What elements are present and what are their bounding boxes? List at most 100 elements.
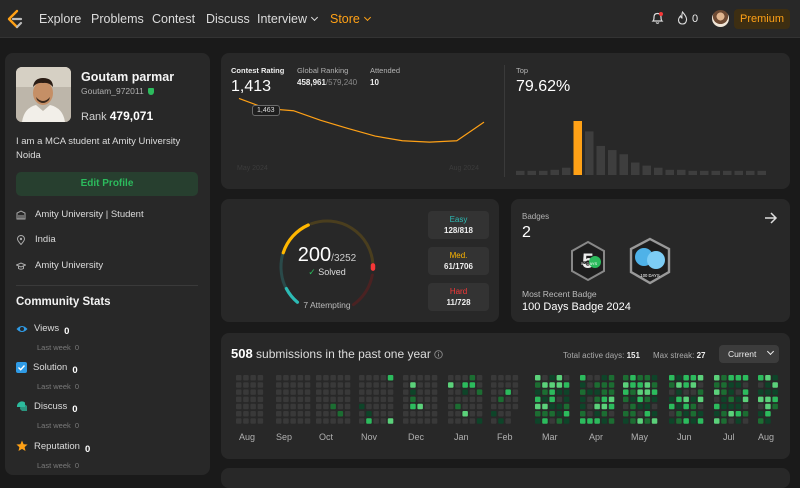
community-stats-title: Community Stats <box>16 296 111 308</box>
heatmap-cell <box>432 375 438 381</box>
card-divider <box>504 65 505 177</box>
heatmap-cell <box>721 389 727 395</box>
heatmap-cell <box>691 418 697 424</box>
heatmap-cell <box>652 411 658 417</box>
month-label: Apr <box>589 432 603 442</box>
heatmap-cell <box>276 382 282 388</box>
heatmap-cell <box>491 382 497 388</box>
heatmap-cell <box>669 382 675 388</box>
nav-problems[interactable]: Problems <box>91 12 144 26</box>
recent-badge-name: 100 Days Badge 2024 <box>522 301 631 313</box>
heatmap-cell <box>505 389 511 395</box>
nav-interview-label: Interview <box>257 12 307 26</box>
heatmap-cell <box>403 397 409 403</box>
premium-button[interactable]: Premium <box>734 9 790 29</box>
heatmap-cell <box>417 382 423 388</box>
heatmap-cell <box>609 411 615 417</box>
profile-bio: I am a MCA student at Amity University N… <box>16 135 201 163</box>
heatmap-cell <box>448 382 454 388</box>
heatmap-cell <box>594 404 600 410</box>
handle-text: Goutam_972011 <box>81 86 144 96</box>
heatmap-cell <box>417 397 423 403</box>
heatmap-cell <box>758 411 764 417</box>
hard-box[interactable]: Hard 11/728 <box>428 283 489 311</box>
heatmap-cell <box>728 411 734 417</box>
solved-value: 200 <box>298 244 331 266</box>
heatmap-cell <box>505 397 511 403</box>
heatmap-cell <box>623 382 629 388</box>
heatmap-cell <box>698 397 704 403</box>
histogram-bar <box>597 146 606 175</box>
easy-box[interactable]: Easy 128/818 <box>428 211 489 239</box>
heatmap-cell <box>683 404 689 410</box>
heatmap-cell <box>557 382 563 388</box>
stat-discuss-label: Discuss <box>34 401 67 412</box>
nav-store[interactable]: Store <box>330 12 370 26</box>
graduation-cap-icon <box>16 261 26 271</box>
heatmap-cell <box>330 418 336 424</box>
heatmap-cell <box>236 397 242 403</box>
heatmap-cell <box>587 397 593 403</box>
stat-solution-label: Solution <box>33 362 67 373</box>
heatmap-cell <box>645 375 651 381</box>
heatmap-cell <box>330 375 336 381</box>
edit-profile-button[interactable]: Edit Profile <box>16 172 198 196</box>
heatmap-cell <box>736 404 742 410</box>
nav-interview[interactable]: Interview <box>257 12 317 26</box>
year-select[interactable]: Current <box>719 345 779 363</box>
heatmap-cell <box>498 397 504 403</box>
heatmap-cell <box>250 411 256 417</box>
arrow-right-icon[interactable] <box>764 212 778 224</box>
heatmap-cell <box>580 389 586 395</box>
heatmap-cell <box>250 382 256 388</box>
heatmap-cell <box>425 397 431 403</box>
year-select-label: Current <box>728 349 756 359</box>
heatmap-cell <box>630 382 636 388</box>
heatmap-cell <box>714 389 720 395</box>
heatmap-cell <box>721 418 727 424</box>
heatmap-cell <box>373 404 379 410</box>
nav-explore[interactable]: Explore <box>39 12 81 26</box>
fire-streak-icon[interactable] <box>677 11 688 25</box>
heatmap-cell <box>542 418 548 424</box>
badge-100-days-icon[interactable]: 100 DAYS <box>627 237 673 285</box>
heatmap-cell <box>243 382 249 388</box>
nav-contest[interactable]: Contest <box>152 12 195 26</box>
leetcode-logo-icon[interactable] <box>6 9 24 29</box>
heatmap-cell <box>669 404 675 410</box>
heatmap-cell <box>330 411 336 417</box>
heatmap-cell <box>721 404 727 410</box>
heatmap-cell <box>535 389 541 395</box>
heatmap-cell <box>373 418 379 424</box>
heatmap-cell <box>345 411 351 417</box>
heatmap-cell <box>491 397 497 403</box>
heatmap-cell <box>373 382 379 388</box>
heatmap-cell <box>728 397 734 403</box>
divider <box>16 285 198 286</box>
heatmap-cell <box>298 411 304 417</box>
heatmap-cell <box>366 375 372 381</box>
heatmap-cell <box>290 397 296 403</box>
heatmap-cell <box>236 404 242 410</box>
heatmap-cell <box>345 397 351 403</box>
heatmap-cell <box>330 397 336 403</box>
heatmap-cell <box>290 389 296 395</box>
heatmap-cell <box>316 404 322 410</box>
heatmap-cell <box>462 375 468 381</box>
bell-icon[interactable] <box>651 11 664 25</box>
heatmap-cell <box>645 411 651 417</box>
heatmap-cell <box>765 397 771 403</box>
avatar[interactable] <box>712 10 729 27</box>
heatmap-cell <box>594 418 600 424</box>
heatmap-cell <box>564 418 570 424</box>
heatmap-cell <box>728 375 734 381</box>
heatmap-cell <box>290 375 296 381</box>
profile-name: Goutam parmar <box>81 70 174 84</box>
chevron-down-icon <box>767 348 774 355</box>
nav-discuss[interactable]: Discuss <box>206 12 250 26</box>
heatmap-cell <box>609 418 615 424</box>
medium-box[interactable]: Med. 61/1706 <box>428 247 489 275</box>
badge-50-days-icon[interactable]: 5 50 DAYS <box>568 240 608 282</box>
